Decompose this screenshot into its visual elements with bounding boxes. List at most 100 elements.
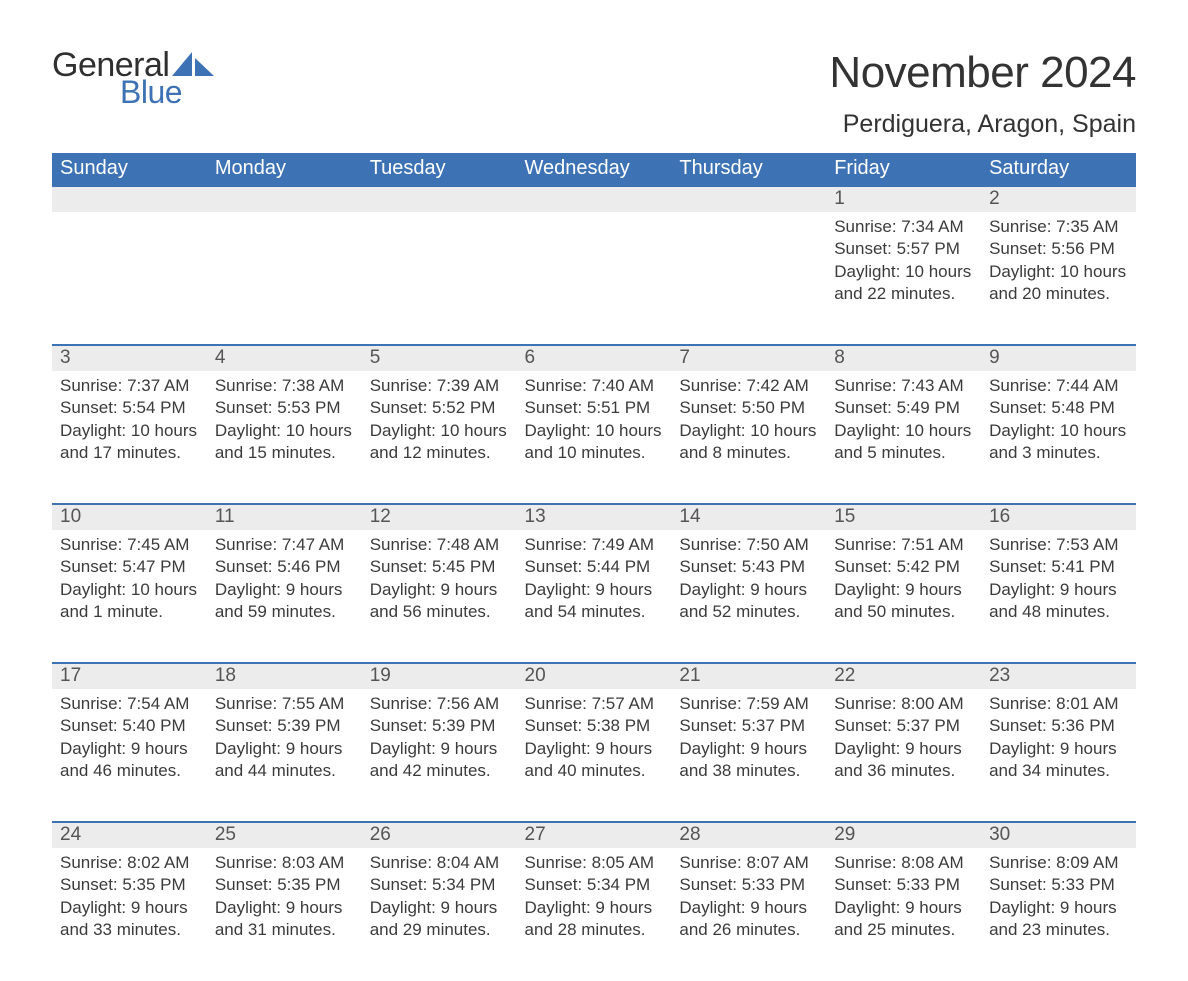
sunset-text: Sunset: 5:34 PM <box>370 874 509 896</box>
day-number-cell: 25 <box>207 822 362 848</box>
day-number-cell: 13 <box>517 504 672 530</box>
weekday-header: Friday <box>826 153 981 186</box>
sunrise-text: Sunrise: 7:50 AM <box>679 534 818 556</box>
sunrise-text: Sunrise: 7:45 AM <box>60 534 199 556</box>
logo: General Blue <box>52 48 214 108</box>
daylight1-text: Daylight: 9 hours <box>215 579 354 601</box>
daylight1-text: Daylight: 9 hours <box>215 738 354 760</box>
daylight2-text: and 5 minutes. <box>834 442 973 464</box>
daylight1-text: Daylight: 10 hours <box>679 420 818 442</box>
sunrise-text: Sunrise: 7:40 AM <box>525 375 664 397</box>
daylight1-text: Daylight: 9 hours <box>679 897 818 919</box>
daylight2-text: and 1 minute. <box>60 601 199 623</box>
sunset-text: Sunset: 5:40 PM <box>60 715 199 737</box>
daylight2-text: and 48 minutes. <box>989 601 1128 623</box>
daylight1-text: Daylight: 10 hours <box>60 420 199 442</box>
sunset-text: Sunset: 5:36 PM <box>989 715 1128 737</box>
sunset-text: Sunset: 5:41 PM <box>989 556 1128 578</box>
sunrise-text: Sunrise: 8:07 AM <box>679 852 818 874</box>
daylight1-text: Daylight: 9 hours <box>989 738 1128 760</box>
day-number-cell: 1 <box>826 186 981 212</box>
sunrise-text: Sunrise: 7:53 AM <box>989 534 1128 556</box>
day-number-cell: 26 <box>362 822 517 848</box>
sunrise-text: Sunrise: 8:04 AM <box>370 852 509 874</box>
daylight2-text: and 54 minutes. <box>525 601 664 623</box>
sunset-text: Sunset: 5:52 PM <box>370 397 509 419</box>
sunset-text: Sunset: 5:35 PM <box>215 874 354 896</box>
day-content-cell: Sunrise: 7:44 AMSunset: 5:48 PMDaylight:… <box>981 371 1136 504</box>
daylight2-text: and 40 minutes. <box>525 760 664 782</box>
day-number-cell: 24 <box>52 822 207 848</box>
daylight2-text: and 50 minutes. <box>834 601 973 623</box>
day-content-cell <box>362 212 517 345</box>
sunset-text: Sunset: 5:37 PM <box>834 715 973 737</box>
weekday-header: Thursday <box>671 153 826 186</box>
day-number-cell: 16 <box>981 504 1136 530</box>
daylight2-text: and 25 minutes. <box>834 919 973 941</box>
daynum-row: 12 <box>52 186 1136 212</box>
sunset-text: Sunset: 5:34 PM <box>525 874 664 896</box>
day-content-cell: Sunrise: 7:35 AMSunset: 5:56 PMDaylight:… <box>981 212 1136 345</box>
sunrise-text: Sunrise: 7:48 AM <box>370 534 509 556</box>
day-number-cell: 27 <box>517 822 672 848</box>
calendar-table: Sunday Monday Tuesday Wednesday Thursday… <box>52 153 1136 981</box>
daylight1-text: Daylight: 9 hours <box>60 897 199 919</box>
sunrise-text: Sunrise: 8:03 AM <box>215 852 354 874</box>
daylight1-text: Daylight: 10 hours <box>525 420 664 442</box>
daylight1-text: Daylight: 9 hours <box>370 897 509 919</box>
sunrise-text: Sunrise: 7:38 AM <box>215 375 354 397</box>
day-number-cell: 28 <box>671 822 826 848</box>
daylight1-text: Daylight: 10 hours <box>989 420 1128 442</box>
daylight1-text: Daylight: 9 hours <box>370 738 509 760</box>
day-content-cell: Sunrise: 7:37 AMSunset: 5:54 PMDaylight:… <box>52 371 207 504</box>
daylight2-text: and 28 minutes. <box>525 919 664 941</box>
sunrise-text: Sunrise: 7:57 AM <box>525 693 664 715</box>
day-number-cell <box>52 186 207 212</box>
daylight2-text: and 56 minutes. <box>370 601 509 623</box>
sunrise-text: Sunrise: 7:54 AM <box>60 693 199 715</box>
day-number-cell: 10 <box>52 504 207 530</box>
sunset-text: Sunset: 5:38 PM <box>525 715 664 737</box>
day-number-cell: 11 <box>207 504 362 530</box>
day-content-cell: Sunrise: 8:07 AMSunset: 5:33 PMDaylight:… <box>671 848 826 981</box>
daylight2-text: and 34 minutes. <box>989 760 1128 782</box>
weekday-header: Saturday <box>981 153 1136 186</box>
daylight2-text: and 33 minutes. <box>60 919 199 941</box>
day-number-cell: 5 <box>362 345 517 371</box>
daylight2-text: and 20 minutes. <box>989 283 1128 305</box>
day-content-cell <box>52 212 207 345</box>
sunrise-text: Sunrise: 7:42 AM <box>679 375 818 397</box>
content-row: Sunrise: 7:34 AMSunset: 5:57 PMDaylight:… <box>52 212 1136 345</box>
daylight2-text: and 15 minutes. <box>215 442 354 464</box>
daylight2-text: and 29 minutes. <box>370 919 509 941</box>
day-content-cell: Sunrise: 7:38 AMSunset: 5:53 PMDaylight:… <box>207 371 362 504</box>
daynum-row: 3456789 <box>52 345 1136 371</box>
daylight2-text: and 8 minutes. <box>679 442 818 464</box>
logo-text-blue: Blue <box>120 76 182 108</box>
day-content-cell: Sunrise: 7:43 AMSunset: 5:49 PMDaylight:… <box>826 371 981 504</box>
daylight1-text: Daylight: 9 hours <box>60 738 199 760</box>
day-content-cell: Sunrise: 7:40 AMSunset: 5:51 PMDaylight:… <box>517 371 672 504</box>
sunrise-text: Sunrise: 8:01 AM <box>989 693 1128 715</box>
sunset-text: Sunset: 5:33 PM <box>989 874 1128 896</box>
day-content-cell: Sunrise: 7:50 AMSunset: 5:43 PMDaylight:… <box>671 530 826 663</box>
daylight2-text: and 36 minutes. <box>834 760 973 782</box>
sunset-text: Sunset: 5:37 PM <box>679 715 818 737</box>
day-number-cell: 20 <box>517 663 672 689</box>
daylight1-text: Daylight: 10 hours <box>215 420 354 442</box>
day-number-cell <box>207 186 362 212</box>
sunrise-text: Sunrise: 7:49 AM <box>525 534 664 556</box>
sunset-text: Sunset: 5:45 PM <box>370 556 509 578</box>
location: Perdiguera, Aragon, Spain <box>829 110 1136 139</box>
daylight1-text: Daylight: 9 hours <box>370 579 509 601</box>
sunset-text: Sunset: 5:47 PM <box>60 556 199 578</box>
content-row: Sunrise: 8:02 AMSunset: 5:35 PMDaylight:… <box>52 848 1136 981</box>
sunset-text: Sunset: 5:44 PM <box>525 556 664 578</box>
day-content-cell: Sunrise: 7:45 AMSunset: 5:47 PMDaylight:… <box>52 530 207 663</box>
daylight1-text: Daylight: 10 hours <box>834 261 973 283</box>
day-content-cell: Sunrise: 7:39 AMSunset: 5:52 PMDaylight:… <box>362 371 517 504</box>
weekday-header: Monday <box>207 153 362 186</box>
sunset-text: Sunset: 5:35 PM <box>60 874 199 896</box>
sunrise-text: Sunrise: 7:55 AM <box>215 693 354 715</box>
day-content-cell: Sunrise: 7:57 AMSunset: 5:38 PMDaylight:… <box>517 689 672 822</box>
